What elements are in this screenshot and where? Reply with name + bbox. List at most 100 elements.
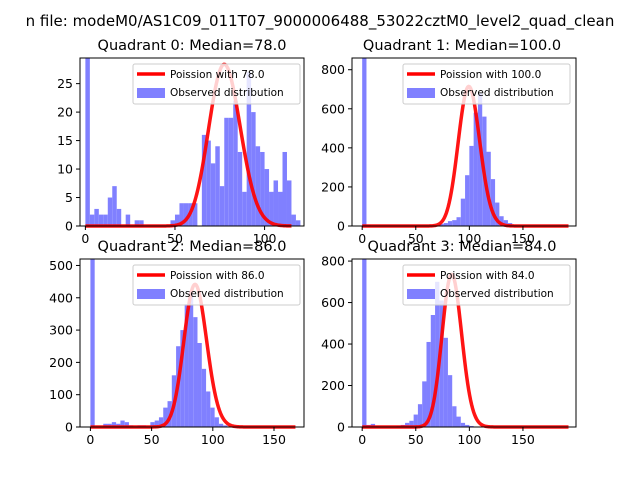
y-tick-label: 200 bbox=[49, 355, 73, 370]
axes-frame bbox=[351, 57, 577, 227]
hist-bar bbox=[362, 259, 367, 427]
legend-hist-label: Observed distribution bbox=[440, 87, 554, 99]
hist-bar bbox=[192, 203, 198, 226]
hist-bar bbox=[246, 72, 252, 227]
hist-bar bbox=[188, 291, 194, 427]
subplot-0-legend: Poission with 78.0 Observed distribution bbox=[132, 63, 301, 105]
subplot-1-title: Quadrant 1: Median=100.0 bbox=[363, 38, 561, 54]
hist-bar bbox=[206, 391, 211, 427]
hist-bar bbox=[469, 145, 474, 226]
hist-bar bbox=[158, 417, 164, 427]
hist-bar bbox=[439, 300, 444, 427]
x-tick-label: 150 bbox=[511, 231, 535, 246]
y-tick-label: 10 bbox=[57, 162, 73, 177]
hist-bar bbox=[264, 169, 270, 226]
hist-bar bbox=[224, 117, 229, 226]
hist-bar bbox=[125, 214, 131, 226]
hist-bar bbox=[291, 214, 296, 226]
hist-bar bbox=[473, 112, 478, 226]
subplot-3: Quadrant 3: Median=84.0 0 50 100 150 0 200 400… bbox=[321, 239, 577, 447]
y-tick-label: 25 bbox=[57, 76, 73, 91]
hist-bar bbox=[486, 151, 491, 226]
hist-bar bbox=[201, 368, 207, 427]
hist-bar bbox=[111, 422, 117, 427]
subplot-0: Quadrant 0: Median=78.0 0 50 100 0 5 10 15 20 25… bbox=[57, 38, 305, 246]
hist-bar bbox=[495, 202, 500, 226]
x-tick-label: 150 bbox=[262, 432, 286, 447]
hist-bar bbox=[447, 221, 453, 226]
hist-bar bbox=[94, 208, 99, 226]
y-tick-label: 400 bbox=[49, 290, 73, 305]
hist-bar bbox=[215, 146, 220, 226]
y-tick-label: 600 bbox=[321, 295, 345, 310]
legend-hist-label: Observed distribution bbox=[170, 87, 284, 99]
y-tick-label: 0 bbox=[337, 219, 345, 234]
hist-bar bbox=[139, 220, 144, 226]
hist-bar bbox=[218, 423, 224, 427]
y-tick-label: 500 bbox=[49, 258, 73, 273]
hist-bar bbox=[206, 140, 211, 226]
legend-curve-label: Poission with 84.0 bbox=[440, 270, 535, 282]
hist-bar bbox=[269, 191, 274, 226]
hist-bar bbox=[460, 422, 466, 427]
hist-bar bbox=[452, 406, 457, 427]
hist-bar bbox=[163, 407, 168, 427]
hist-bar bbox=[134, 220, 140, 226]
hist-bar bbox=[452, 220, 457, 226]
legend-curve-label: Poission with 78.0 bbox=[170, 69, 265, 81]
x-tick-label: 100 bbox=[457, 432, 481, 447]
hist-bar bbox=[124, 422, 129, 427]
legend-frame bbox=[402, 63, 571, 105]
hist-bar bbox=[422, 381, 427, 427]
hist-bar bbox=[112, 186, 117, 226]
hist-bar bbox=[490, 179, 496, 226]
y-tick-label: 400 bbox=[321, 337, 345, 352]
y-tick-label: 200 bbox=[321, 378, 345, 393]
subplot-0-title: Quadrant 0: Median=78.0 bbox=[98, 38, 287, 54]
axes-frame bbox=[351, 258, 577, 428]
hist-bar bbox=[443, 223, 448, 226]
subplot-1-legend: Poission with 100.0 Observed distributio… bbox=[402, 63, 571, 105]
hist-bar bbox=[499, 216, 504, 226]
hist-bar bbox=[443, 337, 448, 427]
x-tick-label: 100 bbox=[253, 231, 277, 246]
legend-hist-swatch bbox=[407, 289, 435, 299]
hist-bar bbox=[465, 424, 470, 427]
hist-bar bbox=[242, 191, 247, 226]
hist-bar bbox=[503, 220, 508, 226]
x-tick-label: 50 bbox=[167, 231, 183, 246]
hist-bar bbox=[154, 420, 159, 427]
hist-bar bbox=[405, 422, 410, 427]
subplot-3-title: Quadrant 3: Median=84.0 bbox=[368, 239, 557, 255]
x-tick-label: 0 bbox=[358, 231, 366, 246]
hist-bar bbox=[255, 146, 261, 226]
y-tick-label: 20 bbox=[57, 105, 73, 120]
subplot-3-legend: Poission with 84.0 Observed distribution bbox=[402, 264, 571, 306]
legend-frame bbox=[132, 264, 301, 306]
hist-bar bbox=[201, 134, 207, 226]
legend-curve-label: Poission with 86.0 bbox=[170, 270, 265, 282]
x-tick-label: 0 bbox=[86, 432, 94, 447]
legend-hist-label: Observed distribution bbox=[170, 288, 284, 300]
hist-bar bbox=[435, 281, 440, 427]
hist-bar bbox=[210, 163, 216, 226]
axes-frame bbox=[79, 57, 305, 227]
legend-hist-swatch bbox=[137, 88, 165, 98]
axes-frame bbox=[79, 258, 305, 428]
hist-bar bbox=[223, 425, 228, 427]
x-tick-label: 100 bbox=[201, 432, 225, 447]
hist-bar bbox=[439, 224, 444, 226]
hist-bar bbox=[89, 214, 95, 226]
hist-bar bbox=[278, 191, 283, 226]
hist-bar bbox=[219, 186, 225, 226]
legend-hist-swatch bbox=[407, 88, 435, 98]
legend-curve-label: Poission with 100.0 bbox=[440, 69, 541, 81]
legend-hist-label: Observed distribution bbox=[440, 288, 554, 300]
hist-bar bbox=[456, 217, 461, 226]
hist-bar bbox=[107, 197, 113, 226]
hist-bar bbox=[214, 417, 219, 427]
y-tick-label: 400 bbox=[321, 140, 345, 155]
hist-bar bbox=[233, 100, 238, 226]
hist-bar bbox=[120, 420, 125, 427]
y-tick-label: 5 bbox=[65, 190, 73, 205]
